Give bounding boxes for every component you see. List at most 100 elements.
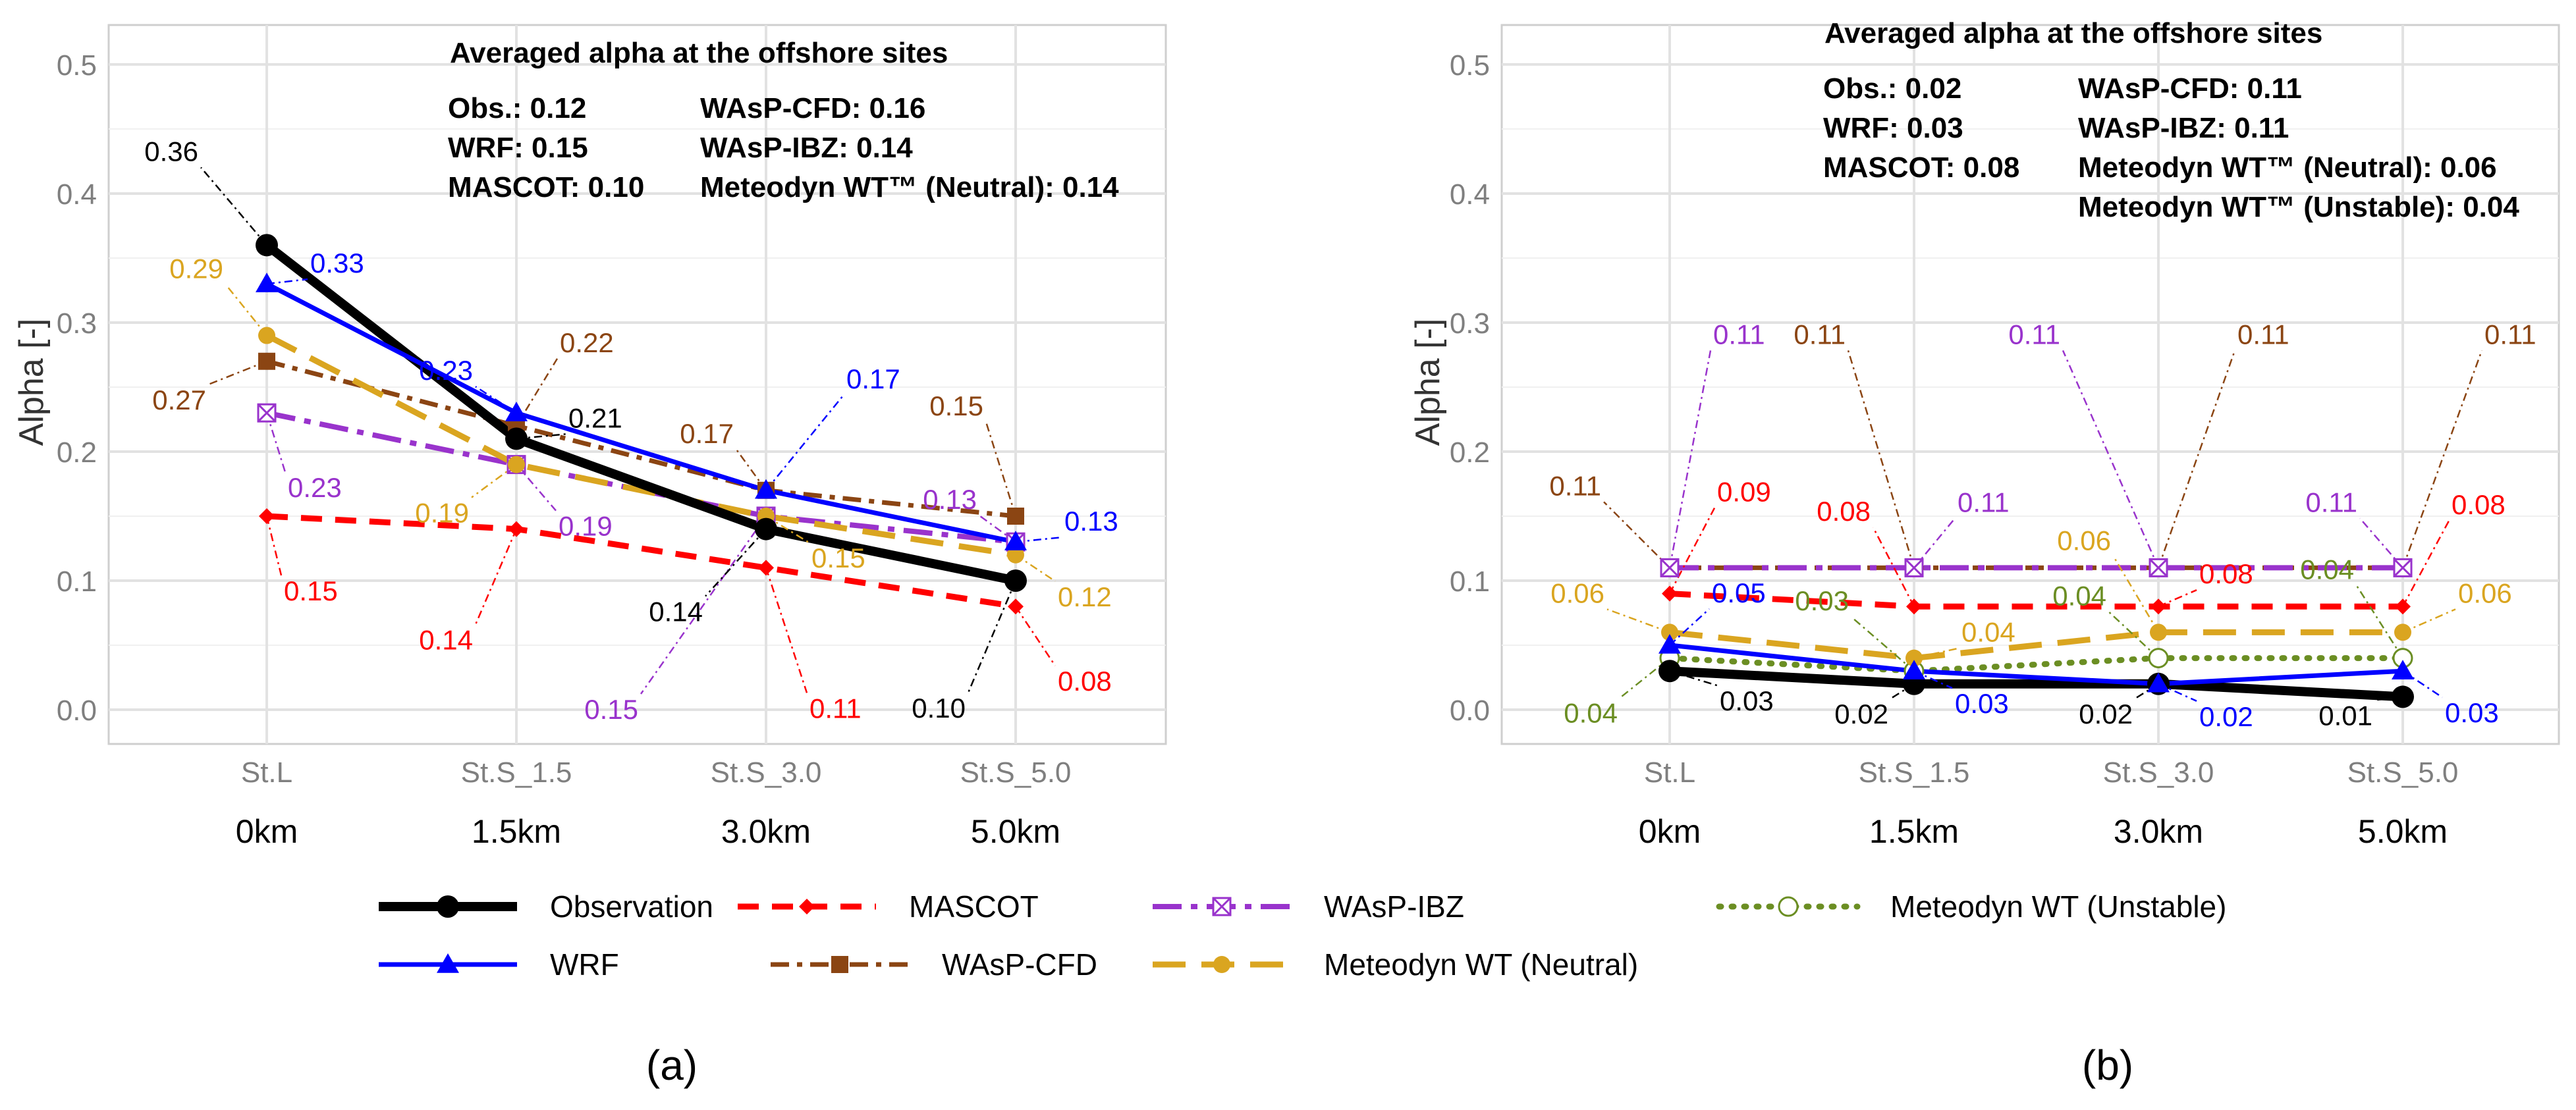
annotation-line: MASCOT: 0.08 xyxy=(1823,151,2019,184)
data-point-wrf xyxy=(1004,531,1027,550)
data-point-meteodyn_neutral xyxy=(1007,546,1024,564)
data-label-wrf: 0.13 xyxy=(1064,506,1118,537)
leader-line-observation xyxy=(1669,670,1718,687)
data-point-observation xyxy=(505,427,528,450)
data-point-observation xyxy=(256,234,278,257)
annotation-line: WAsP-CFD: 0.11 xyxy=(2078,72,2302,105)
leader-line-meteodyn_neutral xyxy=(1606,608,1670,633)
data-point-observation xyxy=(1658,660,1681,683)
leader-line-wasp_cfd xyxy=(735,449,767,491)
y-tick-label: 0.2 xyxy=(57,436,97,469)
data-label-wrf: 0.03 xyxy=(2445,697,2499,728)
x-tick-label: St.S_1.5 xyxy=(1859,756,1970,789)
legend-label-wrf: WRF xyxy=(550,947,619,982)
series-line-wrf xyxy=(1669,643,2403,687)
legend-item-mascot: MASCOT xyxy=(738,889,1039,924)
distance-label: 1.5km xyxy=(1869,813,1959,850)
legend: Observation MASCOT WAsP-IBZ Meteodyn WT (Un… xyxy=(379,889,2226,982)
data-point-meteodyn_neutral xyxy=(258,327,275,344)
y-tick-label: 0.5 xyxy=(1450,49,1490,82)
data-label-wasp_ibz: 0.15 xyxy=(584,694,638,725)
data-label-meteodyn_neutral: 0.06 xyxy=(2057,525,2111,556)
leader-line-wasp_cfd xyxy=(985,421,1017,517)
data-label-wasp_cfd: 0.27 xyxy=(152,384,206,415)
leader-line-mascot xyxy=(1872,527,1915,607)
y-tick-label: 0.2 xyxy=(1450,436,1490,469)
annotation-line: WAsP-CFD: 0.16 xyxy=(700,92,925,124)
data-label-observation: 0.14 xyxy=(649,596,703,627)
panel-caption: (b) xyxy=(2082,1042,2133,1089)
leader-line-mascot xyxy=(765,567,808,693)
data-label-wrf: 0.02 xyxy=(2199,701,2253,732)
data-label-meteodyn_unstable: 0.04 xyxy=(2300,554,2354,585)
leader-line-wasp_ibz xyxy=(640,515,767,695)
leader-line-wrf xyxy=(475,386,517,414)
x-tick-label: St.S_3.0 xyxy=(711,756,822,789)
legend-marker-observation xyxy=(437,895,459,918)
panel-caption: (a) xyxy=(646,1042,698,1089)
data-point-wasp_ibz xyxy=(1904,558,1924,577)
series-line-meteodyn_neutral xyxy=(1669,629,2403,662)
x-tick-label: St.S_5.0 xyxy=(2347,756,2459,789)
annotation-line: MASCOT: 0.10 xyxy=(448,171,644,203)
data-point-wasp_ibz xyxy=(257,403,277,423)
data-label-observation: 0.36 xyxy=(144,136,198,167)
legend-marker-wrf xyxy=(437,953,459,973)
leader-line-observation xyxy=(967,580,1017,693)
legend-item-meteodyn_unstable: Meteodyn WT (Unstable) xyxy=(1716,889,2226,924)
data-point-wasp_ibz xyxy=(2149,558,2168,577)
data-label-meteodyn_unstable: 0.03 xyxy=(1795,585,1849,616)
leader-line-wasp_ibz xyxy=(1668,350,1712,568)
data-label-wasp_cfd: 0.15 xyxy=(929,390,983,421)
annotation-line: Meteodyn WT™ (Neutral): 0.06 xyxy=(2078,151,2497,184)
data-label-observation: 0.10 xyxy=(912,693,966,724)
data-label-wrf: 0.05 xyxy=(1712,577,1766,608)
legend-marker-wasp_ibz xyxy=(1212,897,1232,916)
distance-label: 5.0km xyxy=(2358,813,2448,850)
data-label-mascot: 0.08 xyxy=(1817,496,1871,527)
panel-a-chart: 0.0 0.1 0.2 0.3 0.4 0.5 Alpha [-] St.L 0km St.S_1… xyxy=(13,24,1167,1089)
y-tick-label: 0.1 xyxy=(57,566,97,598)
leader-line-wasp_ibz xyxy=(1913,517,1956,569)
data-point-wrf xyxy=(1903,660,1925,679)
leader-line-wasp_cfd xyxy=(1847,350,1915,568)
annotation-line: WRF: 0.03 xyxy=(1823,112,1963,144)
y-tick-label: 0.4 xyxy=(57,178,97,211)
distance-label: 1.5km xyxy=(472,813,561,850)
x-tick-label: St.L xyxy=(241,756,292,789)
data-point-observation xyxy=(1004,569,1027,592)
data-label-meteodyn_neutral: 0.06 xyxy=(1550,577,1604,608)
data-label-meteodyn_neutral: 0.04 xyxy=(1961,617,2015,648)
leader-line-mascot xyxy=(2401,520,2450,607)
annotation-line: Meteodyn WT™ (Unstable): 0.04 xyxy=(2078,191,2519,223)
plot-frame xyxy=(1500,24,2560,745)
data-point-wasp_ibz-cross-b xyxy=(2149,558,2168,577)
leader-line-wasp_cfd xyxy=(208,360,267,385)
leader-line-observation xyxy=(200,167,267,246)
data-label-observation: 0.02 xyxy=(2079,699,2133,729)
leader-line-meteodyn_neutral xyxy=(2402,608,2456,633)
distance-label: 3.0km xyxy=(2114,813,2203,850)
data-point-wasp_cfd xyxy=(258,352,275,370)
x-tick-label: St.S_3.0 xyxy=(2103,756,2214,789)
leader-line-meteodyn_unstable xyxy=(2355,585,2404,659)
data-point-mascot xyxy=(1906,598,1922,615)
data-point-mascot xyxy=(2395,598,2411,615)
leader-line-meteodyn_neutral xyxy=(225,284,267,336)
legend-item-observation: Observation xyxy=(379,889,713,924)
data-label-wasp_cfd: 0.11 xyxy=(2237,319,2289,350)
averaged-alpha-annotation: Averaged alpha at the offshore sites Obs.… xyxy=(1823,17,2519,223)
data-point-meteodyn_neutral xyxy=(508,456,525,473)
data-point-wasp_ibz-cross-b xyxy=(2393,558,2413,577)
data-point-mascot xyxy=(1008,598,1024,615)
leader-line-wrf xyxy=(2402,670,2443,699)
leader-line-meteodyn_neutral xyxy=(2112,556,2160,633)
data-label-wasp_cfd: 0.11 xyxy=(1549,470,1601,501)
leader-line-meteodyn_unstable xyxy=(1851,616,1915,672)
x-tick-label: St.S_1.5 xyxy=(461,756,572,789)
annotation-line: WAsP-IBZ: 0.11 xyxy=(2078,112,2289,144)
leader-line-wrf xyxy=(765,394,844,491)
data-point-mascot xyxy=(1662,585,1678,602)
data-point-mascot xyxy=(259,508,275,524)
data-point-wasp_ibz xyxy=(1660,558,1680,577)
